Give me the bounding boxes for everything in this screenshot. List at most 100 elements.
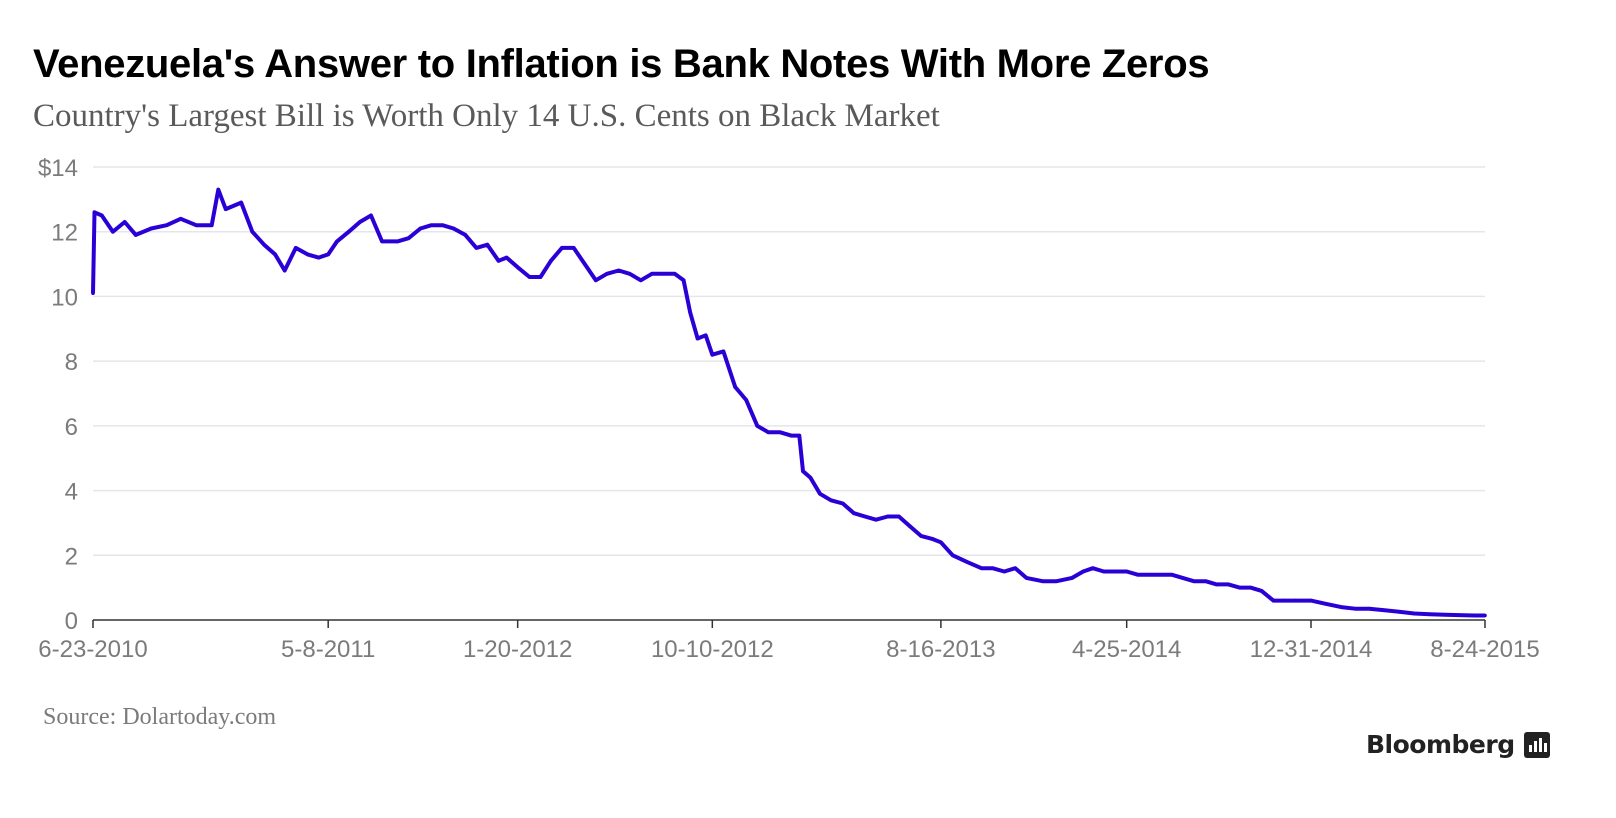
y-tick-label: 6 <box>65 414 78 441</box>
data-point <box>852 511 856 516</box>
data-point <box>1457 613 1461 617</box>
data-point <box>1398 610 1403 614</box>
data-point <box>122 220 127 224</box>
data-point <box>710 352 715 357</box>
data-point <box>841 501 845 506</box>
data-point <box>209 223 214 228</box>
data-point <box>273 252 277 257</box>
data-point <box>789 433 794 438</box>
data-point <box>504 255 509 260</box>
data-point <box>661 271 666 276</box>
data-point <box>1309 598 1313 603</box>
data-point <box>164 223 169 228</box>
data-point <box>429 223 434 228</box>
data-point <box>616 268 621 273</box>
data-point <box>930 537 935 541</box>
data-point <box>1203 579 1208 583</box>
data-point <box>380 239 384 244</box>
data-point <box>1146 572 1151 577</box>
data-point <box>801 469 805 473</box>
series-group <box>91 187 1487 618</box>
data-point <box>950 553 955 558</box>
x-axis: 6-23-2010 5-8-2011 1-20-2012 10-10-2012 8-16… <box>38 619 1540 663</box>
data-point <box>1002 569 1007 574</box>
data-point <box>250 229 255 234</box>
data-point <box>91 291 95 295</box>
data-point <box>1090 566 1095 571</box>
data-point <box>571 246 576 250</box>
data-point <box>538 275 543 279</box>
data-point <box>1226 582 1231 587</box>
data-point <box>695 336 700 341</box>
data-point <box>239 200 243 205</box>
data-point <box>1293 598 1298 603</box>
data-point <box>1135 572 1140 577</box>
x-tick-label: 1-20-2012 <box>463 636 572 663</box>
data-point <box>1237 585 1242 590</box>
data-point <box>1158 572 1163 577</box>
data-point <box>149 226 154 231</box>
data-point <box>549 259 553 263</box>
data-point <box>1339 605 1344 609</box>
data-point <box>733 385 737 389</box>
data-point <box>863 514 867 519</box>
data-point <box>216 187 221 192</box>
data-point <box>703 333 708 338</box>
data-point <box>755 424 760 428</box>
data-point <box>1367 606 1372 611</box>
x-tick-label: 8-16-2013 <box>886 636 995 663</box>
data-point <box>908 524 912 528</box>
data-point <box>721 349 726 354</box>
data-point <box>1483 613 1487 618</box>
data-point <box>594 278 598 283</box>
x-tick-label: 12-31-2014 <box>1250 636 1373 663</box>
y-tick-label: $14 <box>38 155 78 182</box>
data-point <box>829 498 833 503</box>
y-axis-ticks: 0 2 4 6 8 10 12 $14 <box>38 155 78 635</box>
data-point <box>100 213 104 218</box>
data-point <box>1282 598 1287 603</box>
data-point <box>316 255 321 260</box>
data-point <box>979 566 984 571</box>
data-point <box>293 246 298 250</box>
data-point <box>1124 569 1129 574</box>
data-point <box>1248 585 1253 590</box>
y-tick-label: 4 <box>65 479 78 506</box>
data-point <box>474 246 479 250</box>
bloomberg-chart-icon <box>1524 732 1550 758</box>
data-point <box>1024 576 1029 580</box>
data-point <box>282 268 287 273</box>
data-point <box>1382 608 1387 613</box>
data-point <box>496 259 501 263</box>
data-point <box>262 242 266 247</box>
data-point <box>1353 606 1358 611</box>
data-point <box>1412 611 1417 616</box>
data-point <box>1443 613 1447 617</box>
data-point <box>818 492 822 496</box>
data-point <box>369 213 373 218</box>
data-point <box>1070 576 1074 580</box>
data-point <box>1472 613 1477 618</box>
data-point <box>897 514 901 519</box>
data-point <box>406 236 411 240</box>
data-point <box>627 271 632 276</box>
data-point <box>194 223 199 228</box>
data-point <box>1180 576 1185 580</box>
data-point <box>418 226 423 231</box>
data-point <box>326 252 330 257</box>
data-point <box>1110 569 1114 574</box>
data-point <box>111 229 115 234</box>
chart-title: Venezuela's Answer to Inflation is Bank … <box>33 42 1210 86</box>
data-point <box>639 278 643 283</box>
x-tick-label: 6-23-2010 <box>38 636 147 663</box>
data-point <box>744 398 749 402</box>
x-tick-label: 5-8-2011 <box>281 636 375 663</box>
data-point <box>527 275 532 279</box>
data-point <box>560 246 564 250</box>
data-point <box>133 233 138 237</box>
data-point <box>92 210 97 215</box>
data-point <box>885 514 890 519</box>
x-tick-label: 4-25-2014 <box>1072 636 1181 663</box>
x-tick-label: 8-24-2015 <box>1430 636 1539 663</box>
